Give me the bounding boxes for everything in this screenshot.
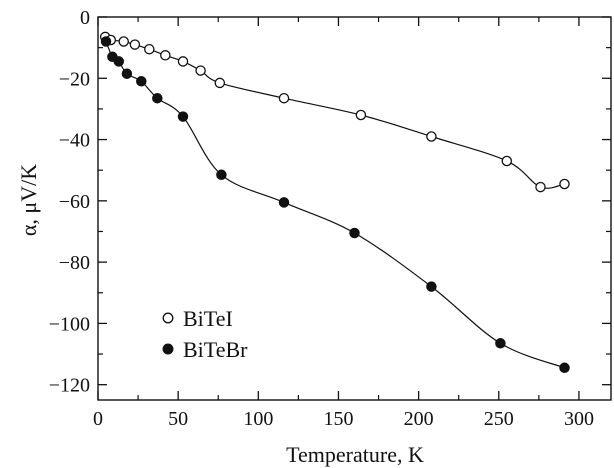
legend-marker-bitei [162,312,174,324]
y-tick-label: −60 [59,191,90,213]
y-tick-label: −20 [59,68,90,90]
x-tick-label: 100 [243,408,273,430]
series-curve-bitebr [105,41,565,369]
x-axis-label: Temperature, K [286,442,424,467]
axis-ticks [97,16,611,400]
data-point-bitei [144,43,155,55]
x-tick-label: 200 [404,408,434,430]
trend-curves [104,36,565,369]
data-point-bitei [355,109,367,121]
y-tick-label: −80 [59,252,90,274]
data-point-bitei [426,131,437,142]
x-tick-label: 300 [564,408,594,430]
legend-label-bitebr: BiTeBr [183,337,248,362]
data-point-bitei [195,65,206,76]
data-point-bitebr [278,197,290,208]
data-point-bitei [118,36,129,47]
data-point-bitei [160,50,171,61]
plot-border [97,16,612,401]
data-point-bitei [559,178,570,190]
x-tick-label: 50 [168,408,188,430]
data-point-bitei [278,92,290,104]
legend-label-bitei: BiTeI [183,306,233,331]
x-tick-label: 250 [484,408,514,430]
data-point-bitei [214,77,226,89]
data-point-bitebr [426,281,437,292]
series-curve-bitei [104,36,565,189]
data-point-bitebr [495,338,506,349]
y-tick-label: −40 [59,130,90,152]
data-point-bitebr [177,111,189,122]
data-markers [99,31,570,374]
data-point-bitebr [152,92,163,104]
y-tick-label: −120 [49,375,90,397]
legend: BiTeI BiTeBr [162,306,248,362]
data-point-bitebr [349,227,360,239]
x-tick-label: 0 [93,408,103,430]
data-point-bitebr [216,169,227,181]
legend-marker-bitebr [162,343,174,355]
data-point-bitei [501,155,513,167]
data-point-bitebr [113,56,125,67]
data-point-bitei [129,39,141,50]
data-point-bitebr [136,76,147,87]
y-tick-label: −100 [49,313,90,335]
data-point-bitebr [100,36,112,47]
y-tick-label: 0 [80,7,90,29]
y-axis-label: α, μV/K [16,164,41,236]
plot-frame [97,16,612,401]
data-point-bitei [177,56,189,67]
data-point-bitei [535,181,546,193]
x-tick-label: 150 [323,408,353,430]
data-point-bitebr [121,68,133,79]
axis-tick-labels: 0 50 100 150 200 250 300 0 −20 −40 −60 −80 −100 −120 [49,7,594,430]
data-point-bitebr [559,362,570,374]
